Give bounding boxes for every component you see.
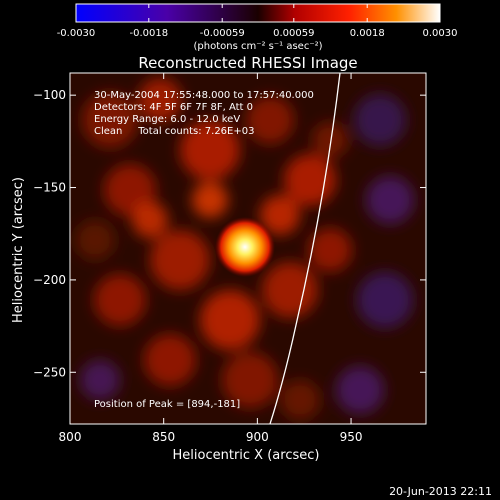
x-axis-ticks: 800 850 900 950 [59, 73, 363, 444]
solar-limb [269, 73, 341, 424]
emission-blob [336, 366, 384, 414]
emission-blob [354, 94, 406, 146]
emission-blob [75, 220, 115, 260]
emission-peak [215, 217, 275, 277]
y-tick-label: −150 [33, 181, 66, 195]
emission-blob [138, 78, 182, 122]
emission-blob [104, 164, 156, 216]
emission-blob [308, 228, 352, 272]
colorbar-gradient [75, 3, 441, 23]
x-tick-label: 850 [152, 430, 175, 444]
info-line: Detectors: 4F 5F 6F 7F 8F, Att 0 [94, 102, 253, 113]
colorbar-ticks: -0.0030 -0.0018 -0.00059 0.00059 0.0018 0.003… [57, 4, 458, 39]
emission-blob [222, 352, 278, 408]
emission-blob [366, 176, 414, 224]
y-axis-label: Heliocentric Y (arcsec) [11, 177, 26, 323]
emission-blob [262, 262, 318, 318]
emission-blob [192, 182, 228, 218]
info-line: Energy Range: 6.0 - 12.0 keV [94, 114, 240, 125]
peak-position-label: Position of Peak = [894,-181] [94, 399, 240, 410]
emission-blob [180, 120, 240, 180]
emission-blob [132, 202, 168, 238]
emission-blob [246, 96, 294, 144]
emission-blob [94, 274, 146, 326]
y-axis-ticks: −100 −150 −200 −250 [33, 88, 426, 379]
colorbar-tick-label: -0.0018 [129, 28, 168, 39]
emission-blob [357, 272, 413, 328]
emission-blob [260, 195, 300, 235]
x-axis-label: Heliocentric X (arcsec) [173, 448, 320, 463]
y-tick-label: −100 [33, 88, 66, 102]
emission-blob [144, 334, 196, 386]
emission-blob [80, 360, 120, 400]
footer-timestamp: 20-Jun-2013 22:11 [389, 485, 492, 498]
colorbar-tick-label: 0.0030 [423, 28, 458, 39]
emission-blob [312, 122, 348, 158]
colorbar-units: (photons cm⁻² s⁻¹ asec⁻²) [193, 41, 322, 52]
image-title: Reconstructed RHESSI Image [138, 54, 357, 72]
colorbar-tick-label: 0.00059 [273, 28, 314, 39]
emission-blob [280, 380, 320, 420]
y-tick-label: −200 [33, 273, 66, 287]
image-frame [69, 72, 427, 425]
colorbar-tick-label: -0.0030 [57, 28, 96, 39]
colorbar-tick-label: -0.00059 [200, 28, 245, 39]
emission-blob [200, 290, 260, 350]
y-tick-label: −250 [33, 365, 66, 379]
x-tick-label: 950 [340, 430, 363, 444]
image-area [70, 73, 426, 424]
info-line: Clean Total counts: 7.26E+03 [94, 126, 254, 137]
x-tick-label: 800 [59, 430, 82, 444]
emission-blob [82, 92, 138, 148]
colorbar: -0.0030 -0.0018 -0.00059 0.00059 0.0018 0.003… [57, 3, 458, 52]
info-line: 30-May-2004 17:55:48.000 to 17:57:40.000 [94, 90, 314, 101]
x-tick-label: 900 [246, 430, 269, 444]
info-block: 30-May-2004 17:55:48.000 to 17:57:40.000… [94, 90, 314, 137]
colorbar-tick-label: 0.0018 [350, 28, 385, 39]
emission-blob [150, 230, 210, 290]
